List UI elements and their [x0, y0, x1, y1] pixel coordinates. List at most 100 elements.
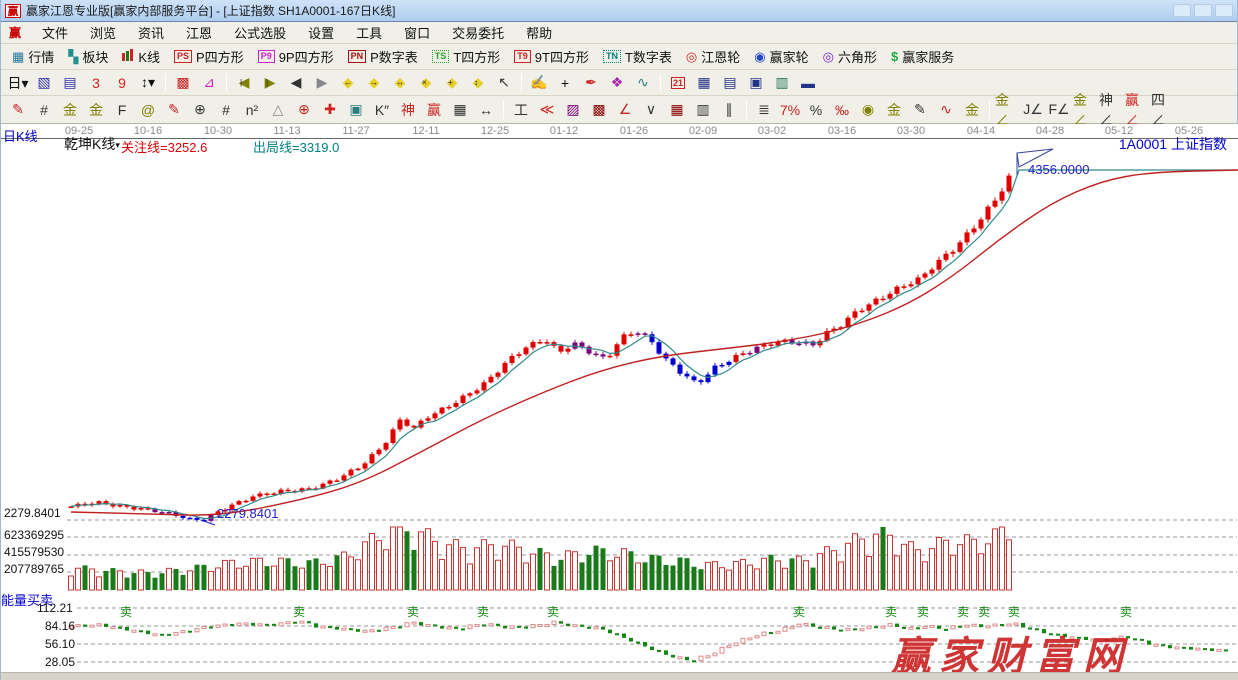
pan-hand-icon[interactable]: ✍: [530, 74, 548, 90]
fan-box-tool[interactable]: ▨: [566, 101, 580, 117]
sector-blocks-button[interactable]: ▚ 板块: [61, 45, 115, 68]
9t-square-button[interactable]: T9 9T四方形: [507, 45, 596, 68]
menu-设置[interactable]: 设置: [308, 26, 335, 41]
marker-pin-icon[interactable]: ✒: [585, 74, 597, 90]
percent-line-tool[interactable]: ‰: [835, 101, 849, 118]
calculator-icon[interactable]: ▦: [697, 74, 711, 90]
four-angle-tool[interactable]: 四∠: [1151, 91, 1165, 128]
menu-文件[interactable]: 文件: [42, 26, 69, 41]
zigzag-tool[interactable]: ∨: [645, 101, 657, 117]
gold-band-tool[interactable]: 金: [89, 101, 103, 118]
frame-tool[interactable]: 工: [514, 101, 528, 118]
fan-box-dark-tool[interactable]: ▩: [592, 101, 606, 117]
percent-triangle-tool[interactable]: 7%: [779, 101, 801, 118]
p-number-table-button[interactable]: PN P数字表: [341, 45, 425, 68]
fibonacci-tool[interactable]: F: [117, 101, 127, 118]
kline-merge-9-icon[interactable]: 9: [118, 74, 126, 91]
diamond-plus-icon[interactable]: ◆ +: [446, 74, 458, 90]
diamond-all-icon[interactable]: ◆ ↕: [472, 74, 484, 90]
angle-lines-tool[interactable]: ∠: [618, 101, 632, 117]
span-arrow-tool[interactable]: ↔: [479, 101, 493, 118]
win-tool[interactable]: 赢: [427, 101, 441, 118]
j-angle-tool[interactable]: J∠: [1023, 101, 1043, 117]
zoom-window-icon[interactable]: ▧: [37, 74, 51, 90]
export-icon[interactable]: ▥: [775, 74, 789, 90]
ruler-123-tool[interactable]: ▦: [453, 101, 467, 117]
minimize-button[interactable]: [1173, 4, 1191, 17]
pen2-tool[interactable]: ✎: [168, 101, 180, 117]
fan-lines-tool[interactable]: ≪: [539, 101, 555, 117]
gann-grid2-tool[interactable]: ▥: [696, 101, 710, 117]
f-angle-tool[interactable]: F∠: [1048, 101, 1070, 117]
winner-service-button[interactable]: $ 赢家服务: [884, 45, 961, 68]
kline-merge-3-icon[interactable]: 3: [92, 74, 100, 91]
ratio-mark-tool[interactable]: K″: [374, 101, 390, 118]
gold-line-tool[interactable]: 金: [887, 101, 901, 118]
gold-section-tool[interactable]: 金: [63, 101, 77, 118]
n-square-tool[interactable]: n²: [245, 101, 259, 118]
crosshair-icon[interactable]: +: [560, 74, 570, 91]
window-controls[interactable]: [1173, 4, 1233, 17]
gold-circle-tool[interactable]: ◉: [861, 101, 875, 117]
star-burst-tool[interactable]: ✚: [324, 101, 336, 117]
t-square-button[interactable]: TS T四方形: [425, 45, 507, 68]
angle-mirror-tool[interactable]: △: [272, 101, 284, 117]
shen-tool[interactable]: 神: [401, 101, 415, 118]
measure-ruler-tool[interactable]: ≣: [758, 101, 770, 117]
t-number-table-button[interactable]: TN T数字表: [596, 45, 679, 68]
menu-窗口[interactable]: 窗口: [404, 26, 431, 41]
percent-tool[interactable]: %: [809, 101, 823, 118]
win-angle-tool[interactable]: 赢∠: [1125, 91, 1139, 128]
diamond-left-icon[interactable]: ◆ ←: [342, 74, 354, 90]
menu-交易委托[interactable]: 交易委托: [452, 26, 505, 41]
pattern-box-icon[interactable]: ▩: [176, 74, 190, 90]
chip-tool-icon[interactable]: ❖: [610, 74, 624, 90]
menu-江恩[interactable]: 江恩: [186, 26, 213, 41]
diamond-compress-icon[interactable]: ◆ ×: [420, 74, 432, 90]
pointer-cursor-icon[interactable]: ↖: [498, 74, 510, 90]
market-quotes-button[interactable]: ▦ 行情: [5, 45, 61, 68]
chart-region[interactable]: 09-25 10-16 10-30 11-13 11-27 12-11 12-25 01-12…: [1, 124, 1238, 680]
winner-wheel-button[interactable]: ◉ 赢家轮: [747, 45, 815, 68]
menu-公式选股[interactable]: 公式选股: [234, 26, 287, 41]
shen-angle-tool[interactable]: 神∠: [1099, 91, 1113, 128]
last-bar-icon[interactable]: ▶ |: [264, 74, 276, 90]
title-bar[interactable]: 赢 赢家江恩专业版[赢家内部服务平台] - [上证指数 SH1A0001-167…: [1, 0, 1237, 22]
next-bar-icon[interactable]: ▶: [316, 74, 328, 90]
print-icon[interactable]: ▬: [801, 74, 815, 91]
9p-square-button[interactable]: P9 9P四方形: [251, 45, 341, 68]
scale-lines-tool[interactable]: #: [40, 101, 48, 118]
volume-profile-icon[interactable]: ⊿: [203, 74, 215, 90]
save-icon[interactable]: ▣: [749, 74, 763, 90]
diamond-right-icon[interactable]: ◆ →: [368, 74, 380, 90]
gann-grid-tool[interactable]: ▦: [670, 101, 684, 117]
cycle-circle-tool[interactable]: ⊕: [194, 101, 206, 117]
info-panel-icon[interactable]: ▤: [63, 74, 77, 90]
hexagon-button[interactable]: ◎ 六角形: [816, 45, 884, 68]
menu-工具[interactable]: 工具: [356, 26, 383, 41]
notes-icon[interactable]: ▤: [723, 74, 737, 90]
target-circle-tool[interactable]: ⊕: [298, 101, 310, 117]
menu-帮助[interactable]: 帮助: [526, 26, 553, 41]
gold-angle2-tool[interactable]: 金∠: [1073, 91, 1087, 128]
menu-浏览[interactable]: 浏览: [90, 26, 117, 41]
candle-style-dropdown[interactable]: ↕▾: [140, 74, 156, 90]
mode-label[interactable]: 日K线: [3, 129, 38, 144]
grid-box-tool[interactable]: ▣: [349, 101, 363, 117]
gold-angle-tool[interactable]: 金∠: [995, 91, 1009, 128]
kline-type-selector[interactable]: 乾坤K线▾: [64, 136, 120, 152]
gann-pen-tool[interactable]: ✎: [12, 101, 24, 117]
maximize-button[interactable]: [1194, 4, 1212, 17]
first-bar-icon[interactable]: ◀ |: [238, 74, 250, 90]
close-button[interactable]: [1215, 4, 1233, 17]
diamond-expand-icon[interactable]: ◆ ↔: [394, 74, 406, 90]
wave-line-icon[interactable]: ∿: [637, 74, 649, 90]
calendar-icon[interactable]: 21: [670, 76, 685, 89]
menu-资讯[interactable]: 资讯: [138, 26, 165, 41]
pen-vertical-tool[interactable]: ✎: [914, 101, 926, 117]
p-square-button[interactable]: PS P四方形: [167, 45, 251, 68]
period-day-dropdown[interactable]: 日▾: [7, 74, 29, 91]
kline-button[interactable]: K线: [115, 45, 167, 68]
prev-bar-icon[interactable]: ◀: [290, 74, 302, 90]
ruler-lines-tool[interactable]: #: [222, 101, 230, 118]
